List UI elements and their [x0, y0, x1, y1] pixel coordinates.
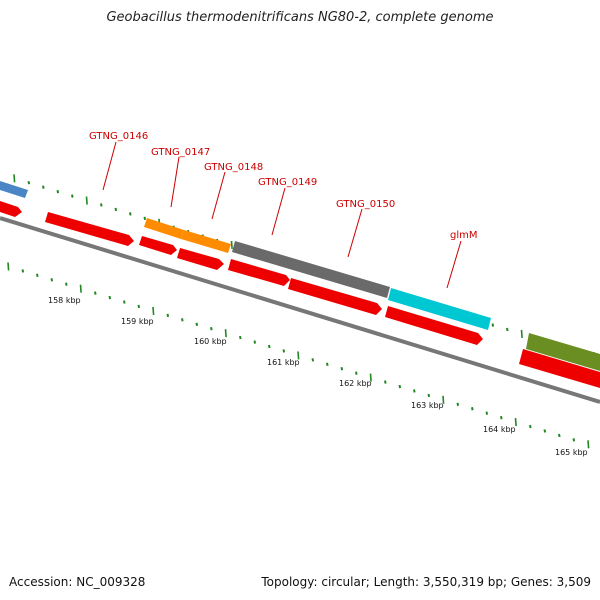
minor-tick — [355, 371, 358, 375]
leader-GTNG_0146 — [102, 141, 117, 191]
gene-label-GTNG_0150[interactable]: GTNG_0150 — [336, 199, 395, 210]
leader-GTNG_0147 — [170, 156, 180, 208]
minor-tick — [311, 358, 315, 362]
leader-GTNG_0150 — [347, 208, 363, 258]
major-tick — [224, 329, 227, 338]
minor-tick — [471, 407, 474, 411]
major-tick — [152, 306, 155, 315]
minor-tick — [137, 304, 141, 309]
minor-tick — [195, 322, 199, 326]
cds-arrow-0[interactable] — [0, 201, 22, 217]
cds-arrow-GTNG_0149b[interactable] — [288, 278, 382, 315]
gene-label-GTNG_0149[interactable]: GTNG_0149 — [258, 177, 317, 188]
major-tick — [7, 262, 10, 271]
minor-tick — [65, 282, 68, 286]
minor-tick — [129, 212, 132, 216]
major-tick — [230, 240, 233, 250]
kbp-label: 161 kbp — [267, 358, 300, 367]
leader-GTNG_0149 — [271, 187, 286, 236]
feature-track — [0, 181, 600, 388]
minor-tick — [71, 194, 74, 198]
kbp-label: 163 kbp — [411, 401, 444, 410]
kbp-label: 159 kbp — [121, 317, 154, 326]
minor-tick — [326, 362, 329, 366]
minor-tick — [50, 278, 54, 282]
feature-GTNG_0148[interactable] — [181, 230, 231, 253]
kbp-label: 165 kbp — [555, 448, 588, 457]
major-tick — [13, 174, 16, 183]
minor-tick — [413, 389, 416, 393]
cds-arrow-GTNG_0150[interactable] — [385, 306, 483, 345]
major-tick — [442, 395, 445, 404]
leader-GTNG_0148 — [211, 171, 226, 220]
minor-tick — [143, 216, 147, 221]
minor-tick — [340, 367, 344, 371]
minor-tick — [100, 203, 103, 207]
accession-label: Accession: NC_009328 — [9, 575, 146, 589]
gene-label-glmM[interactable]: glmM — [450, 230, 478, 241]
feature-GTNG_0147[interactable] — [144, 218, 184, 239]
minor-tick — [123, 300, 126, 304]
minor-tick — [268, 344, 271, 349]
gene-label-GTNG_0146[interactable]: GTNG_0146 — [89, 131, 148, 142]
minor-tick — [21, 269, 25, 273]
minor-tick — [253, 340, 257, 344]
major-tick — [520, 329, 523, 338]
minor-tick — [42, 185, 45, 189]
minor-tick — [485, 411, 489, 415]
major-tick — [79, 284, 82, 293]
map-title: Geobacillus thermodenitrificans NG80-2, … — [106, 10, 494, 25]
minor-tick — [181, 318, 184, 322]
minor-tick — [491, 323, 495, 327]
minor-tick — [114, 207, 118, 212]
gene-label-GTNG_0148[interactable]: GTNG_0148 — [204, 162, 263, 173]
minor-tick — [572, 438, 576, 442]
major-tick — [297, 351, 300, 360]
kbp-label: 160 kbp — [194, 337, 227, 346]
kbp-label: 164 kbp — [483, 425, 516, 434]
inner-tick-ring — [7, 262, 590, 449]
kbp-labels: 158 kbp 159 kbp 160 kbp 161 kbp 162 kbp … — [48, 296, 588, 457]
cds-arrow-GTNG_0147[interactable] — [139, 236, 177, 255]
major-tick — [514, 418, 517, 427]
gene-label-GTNG_0147[interactable]: GTNG_0147 — [151, 147, 210, 158]
minor-tick — [282, 349, 286, 353]
minor-tick — [543, 429, 547, 433]
minor-tick — [500, 415, 503, 420]
major-tick — [85, 196, 88, 205]
kbp-label: 162 kbp — [339, 379, 372, 388]
genome-summary: Topology: circular; Length: 3,550,319 bp… — [261, 575, 591, 589]
minor-tick — [27, 181, 31, 185]
genome-backbone — [0, 216, 600, 404]
gene-labels: GTNG_0146 GTNG_0147 GTNG_0148 GTNG_0149 … — [89, 131, 478, 289]
minor-tick — [36, 273, 39, 278]
minor-tick — [56, 189, 60, 194]
cds-arrow-GTNG_0148[interactable] — [177, 248, 224, 270]
minor-tick — [506, 327, 509, 332]
minor-tick — [108, 295, 112, 300]
minor-tick — [239, 335, 242, 340]
minor-tick — [94, 291, 97, 295]
minor-tick — [210, 327, 213, 331]
minor-tick — [166, 313, 170, 318]
leader-glmM — [446, 240, 462, 289]
major-tick — [587, 440, 590, 449]
minor-tick — [558, 433, 561, 438]
minor-tick — [456, 402, 460, 406]
feature-glmM[interactable] — [526, 333, 600, 371]
feature-GTNG_0149[interactable] — [232, 241, 390, 298]
cds-arrow-GTNG_0146[interactable] — [45, 212, 134, 246]
feature-blue[interactable] — [0, 181, 28, 198]
minor-tick — [529, 424, 532, 429]
kbp-label: 158 kbp — [48, 296, 81, 305]
minor-tick — [427, 393, 431, 398]
cds-arrow-glmM[interactable] — [519, 349, 600, 388]
minor-tick — [398, 384, 402, 389]
major-tick — [369, 373, 372, 382]
feature-GTNG_0150[interactable] — [388, 288, 491, 330]
minor-tick — [384, 380, 387, 384]
cds-arrow-GTNG_0149a[interactable] — [228, 259, 290, 286]
